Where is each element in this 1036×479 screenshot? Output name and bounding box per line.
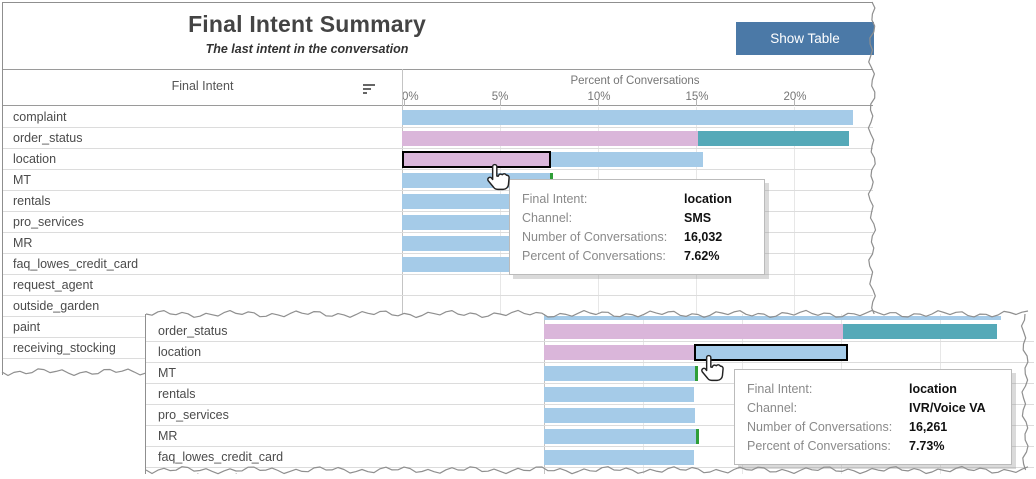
- tooltip-value: 7.73%: [909, 438, 945, 453]
- tooltip-ivr: Final Intent: location Channel: IVR/Voic…: [734, 369, 1012, 465]
- bar-segment-pink[interactable]: [402, 151, 552, 168]
- table-row: MT: [3, 170, 873, 191]
- column-divider: [402, 69, 403, 359]
- table-row: MT: [146, 363, 1034, 384]
- bar-segment-teal[interactable]: [842, 324, 998, 339]
- table-row: complaint: [3, 107, 873, 128]
- table-row: rentals: [3, 191, 873, 212]
- row-label: MR: [13, 236, 33, 250]
- row-label: MR: [158, 429, 178, 443]
- row-label: faq_lowes_credit_card: [13, 257, 139, 271]
- row-label: location: [158, 345, 202, 359]
- tooltip-value: 16,032: [684, 229, 723, 244]
- sort-descending-icon[interactable]: [363, 84, 377, 96]
- tooltip-value: SMS: [684, 210, 712, 225]
- row-label: paint: [13, 320, 41, 334]
- tick-label-0: 0%: [402, 91, 419, 103]
- bar-segment-blue[interactable]: [544, 366, 696, 381]
- tooltip-label: Final Intent:: [522, 191, 588, 206]
- row-label: outside_garden: [13, 299, 100, 313]
- tick-mark: [500, 100, 501, 106]
- bar-segment-partial[interactable]: [544, 316, 1002, 320]
- bar-segment-blue[interactable]: [551, 152, 703, 167]
- header-top-border: [3, 69, 873, 70]
- row-label: complaint: [13, 110, 67, 124]
- tooltip-value: IVR/Voice VA: [909, 400, 986, 415]
- row-label: request_agent: [13, 278, 93, 292]
- table-row: order_status: [3, 128, 873, 149]
- bar-segment-pink[interactable]: [402, 131, 698, 146]
- tooltip-value: 7.62%: [684, 248, 720, 263]
- row-label: pro_services: [13, 215, 84, 229]
- bar-segment-pink[interactable]: [544, 345, 695, 360]
- page-title: Final Intent Summary: [188, 11, 426, 37]
- row-label: receiving_stocking: [13, 341, 116, 355]
- tooltip-label: Percent of Conversations:: [522, 248, 666, 263]
- row-label: rentals: [158, 387, 196, 401]
- bar-segment-blue[interactable]: [544, 387, 695, 402]
- row-label: pro_services: [158, 408, 229, 422]
- table-row: request_agent: [146, 468, 1034, 474]
- table-row: MR: [146, 426, 1034, 447]
- column-header-final-intent: Final Intent: [171, 79, 234, 93]
- bar-segment-green[interactable]: [695, 366, 699, 381]
- bar-segment-blue[interactable]: [544, 450, 695, 465]
- bar-segment-blue[interactable]: [402, 257, 512, 272]
- tooltip-label: Channel:: [747, 400, 798, 415]
- bar-segment-blue[interactable]: [402, 110, 853, 125]
- bar-segment-pink[interactable]: [544, 324, 843, 339]
- bar-segment-blue[interactable]: [544, 408, 696, 423]
- gridline: [500, 107, 501, 359]
- tick-mark: [598, 100, 599, 106]
- tooltip-value: 16,261: [909, 419, 948, 434]
- table-row: faq_lowes_credit_card: [3, 254, 873, 275]
- table-row: pro_services: [3, 212, 873, 233]
- table-row: location: [146, 342, 1034, 363]
- table-row: pro_services: [146, 405, 1034, 426]
- tick-mark: [696, 100, 697, 106]
- hand-cursor-icon: [701, 354, 724, 382]
- row-label: MT: [13, 173, 32, 187]
- dashboard-panel-2: order_status location MT rentals pro_service…: [145, 314, 1034, 474]
- header-bottom-border: [3, 105, 873, 106]
- table-row: rentals: [146, 384, 1034, 405]
- tooltip-value: location: [684, 191, 732, 206]
- table-row: order_status: [146, 321, 1034, 342]
- bar-segment-teal[interactable]: [697, 131, 849, 146]
- table-row: location: [3, 149, 873, 170]
- row-label: location: [13, 152, 57, 166]
- tooltip-label: Channel:: [522, 210, 573, 225]
- tick-mark: [404, 100, 405, 106]
- row-label: rentals: [13, 194, 51, 208]
- tick-label-10: 10%: [587, 91, 611, 103]
- row-label: MT: [158, 366, 177, 380]
- row-label: order_status: [13, 131, 83, 145]
- page-subtitle: The last intent in the conversation: [205, 42, 409, 56]
- tooltip-label: Number of Conversations:: [522, 229, 668, 244]
- gridline: [794, 107, 795, 359]
- axis-title: Percent of Conversations: [570, 75, 700, 87]
- row-label: request_agent: [158, 468, 238, 474]
- table-row: MR: [3, 233, 873, 254]
- row-label: order_status: [158, 324, 228, 338]
- bar-segment-green[interactable]: [696, 429, 700, 444]
- tick-label-5: 5%: [491, 91, 509, 103]
- show-table-button[interactable]: Show Table: [736, 22, 874, 55]
- bar-segment-blue[interactable]: [694, 344, 848, 361]
- tick-label-15: 15%: [685, 91, 709, 103]
- bar-segment-blue[interactable]: [544, 429, 697, 444]
- tooltip-sms: Final Intent: location Channel: SMS Numb…: [509, 179, 765, 275]
- row-label: faq_lowes_credit_card: [158, 450, 284, 464]
- tooltip-label: Final Intent:: [747, 381, 813, 396]
- tooltip-label: Percent of Conversations:: [747, 438, 891, 453]
- table-row: request_agent: [3, 275, 873, 296]
- tick-label-20: 20%: [783, 91, 807, 103]
- tooltip-value: location: [909, 381, 957, 396]
- tick-mark: [794, 100, 795, 106]
- hand-cursor-icon: [487, 163, 510, 191]
- tooltip-label: Number of Conversations:: [747, 419, 893, 434]
